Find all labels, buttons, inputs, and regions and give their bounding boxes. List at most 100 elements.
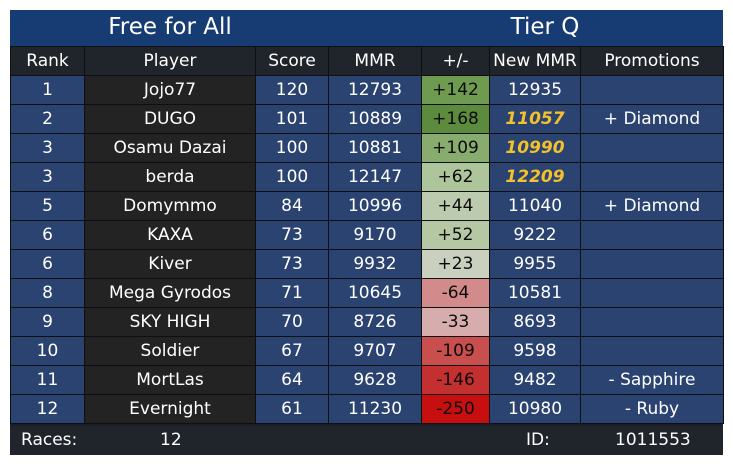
table-row: 6 Kiver 73 9932 +23 9955 [10,249,724,279]
rank-cell: 3 [10,162,85,192]
promotion-cell: - Ruby [580,394,724,424]
table-row: 6 KAXA 73 9170 +52 9222 [10,220,724,250]
mmr-results-board: Free for All Tier Q Rank Player Score MM… [10,10,724,455]
table-row: 5 Domymmo 84 10996 +44 11040 + Diamond [10,191,724,221]
mmr-cell: 10889 [328,104,422,134]
tier-title: Tier Q [510,14,580,40]
score-cell: 73 [255,249,329,279]
new-mmr-cell: 9482 [489,365,581,395]
mmr-change-cell: +52 [421,220,490,250]
player-cell: berda [84,162,256,192]
mmr-change-cell: +168 [421,104,490,134]
score-cell: 61 [255,394,329,424]
new-mmr-cell: 11040 [489,191,581,221]
col-header-player: Player [84,46,256,76]
score-cell: 64 [255,365,329,395]
rank-cell: 2 [10,104,85,134]
col-header-mmr: MMR [328,46,422,76]
table-row: 12 Evernight 61 11230 -250 10980- Ruby [10,394,724,424]
score-cell: 120 [255,75,329,105]
rank-cell: 5 [10,191,85,221]
player-cell: Soldier [84,336,256,366]
score-cell: 101 [255,104,329,134]
table-row: 2 DUGO 101 10889 +168 11057 + Diamond [10,104,724,134]
mmr-change-cell: -64 [421,278,490,308]
score-cell: 70 [255,307,329,337]
score-cell: 100 [255,133,329,163]
rank-cell: 8 [10,278,85,308]
mmr-change-cell: +44 [421,191,490,221]
promotion-cell: + Diamond [580,191,724,221]
new-mmr-cell: 10990 [489,133,581,163]
mmr-cell: 9932 [328,249,422,279]
mmr-cell: 10645 [328,278,422,308]
new-mmr-cell: 8693 [489,307,581,337]
score-cell: 100 [255,162,329,192]
promotion-cell [580,220,724,250]
player-cell: Kiver [84,249,256,279]
col-header-new-mmr: New MMR [489,46,581,76]
table-row: 9 SKY HIGH 70 8726 -33 8693 [10,307,724,337]
new-mmr-cell: 9955 [489,249,581,279]
player-cell: MortLas [84,365,256,395]
rank-cell: 3 [10,133,85,163]
mmr-change-cell: -250 [421,394,490,424]
score-cell: 73 [255,220,329,250]
mmr-change-cell: -33 [421,307,490,337]
player-cell: DUGO [84,104,256,134]
mmr-cell: 10996 [328,191,422,221]
table-row: 10 Soldier 67 9707 -109 9598 [10,336,724,366]
header-row: Rank Player Score MMR +/- New MMR Promot… [10,46,724,76]
promotion-cell: - Sapphire [580,365,724,395]
promotion-cell [580,75,724,105]
mmr-change-cell: +142 [421,75,490,105]
new-mmr-cell: 9598 [489,336,581,366]
mmr-change-cell: +23 [421,249,490,279]
player-cell: Jojo77 [84,75,256,105]
mmr-cell: 12147 [328,162,422,192]
table-row: 1 Jojo77 120 12793 +142 12935 [10,75,724,105]
player-cell: Mega Gyrodos [84,278,256,308]
rank-cell: 12 [10,394,85,424]
rank-cell: 6 [10,220,85,250]
mode-title: Free for All [108,14,232,40]
table-row: 3 berda 100 12147 +62 12209 [10,162,724,192]
mmr-cell: 12793 [328,75,422,105]
promotion-cell [580,162,724,192]
rank-cell: 11 [10,365,85,395]
mmr-change-cell: -146 [421,365,490,395]
rank-cell: 1 [10,75,85,105]
player-cell: Osamu Dazai [84,133,256,163]
col-header-rank: Rank [10,46,85,76]
col-header-change: +/- [421,46,490,76]
new-mmr-cell: 11057 [489,104,581,134]
mmr-cell: 11230 [328,394,422,424]
races-value: 12 [160,430,182,450]
score-cell: 84 [255,191,329,221]
title-bar: Free for All Tier Q [10,10,723,46]
score-cell: 67 [255,336,329,366]
promotion-cell [580,278,724,308]
promotion-cell [580,307,724,337]
mmr-cell: 10881 [328,133,422,163]
results-table: Rank Player Score MMR +/- New MMR Promot… [10,46,724,424]
new-mmr-cell: 12209 [489,162,581,192]
mmr-cell: 8726 [328,307,422,337]
new-mmr-cell: 10980 [489,394,581,424]
promotion-cell [580,249,724,279]
player-cell: Evernight [84,394,256,424]
mmr-cell: 9170 [328,220,422,250]
rank-cell: 9 [10,307,85,337]
promotion-cell [580,336,724,366]
table-row: 3 Osamu Dazai 100 10881 +109 10990 [10,133,724,163]
new-mmr-cell: 9222 [489,220,581,250]
table-row: 11 MortLas 64 9628 -146 9482- Sapphire [10,365,724,395]
mmr-change-cell: +109 [421,133,490,163]
rank-cell: 6 [10,249,85,279]
races-label: Races: [21,430,78,450]
mmr-change-cell: +62 [421,162,490,192]
id-value: 1011553 [615,430,691,450]
footer-bar: Races: 12 ID: 1011553 [10,426,723,455]
mmr-change-cell: -109 [421,336,490,366]
rank-cell: 10 [10,336,85,366]
